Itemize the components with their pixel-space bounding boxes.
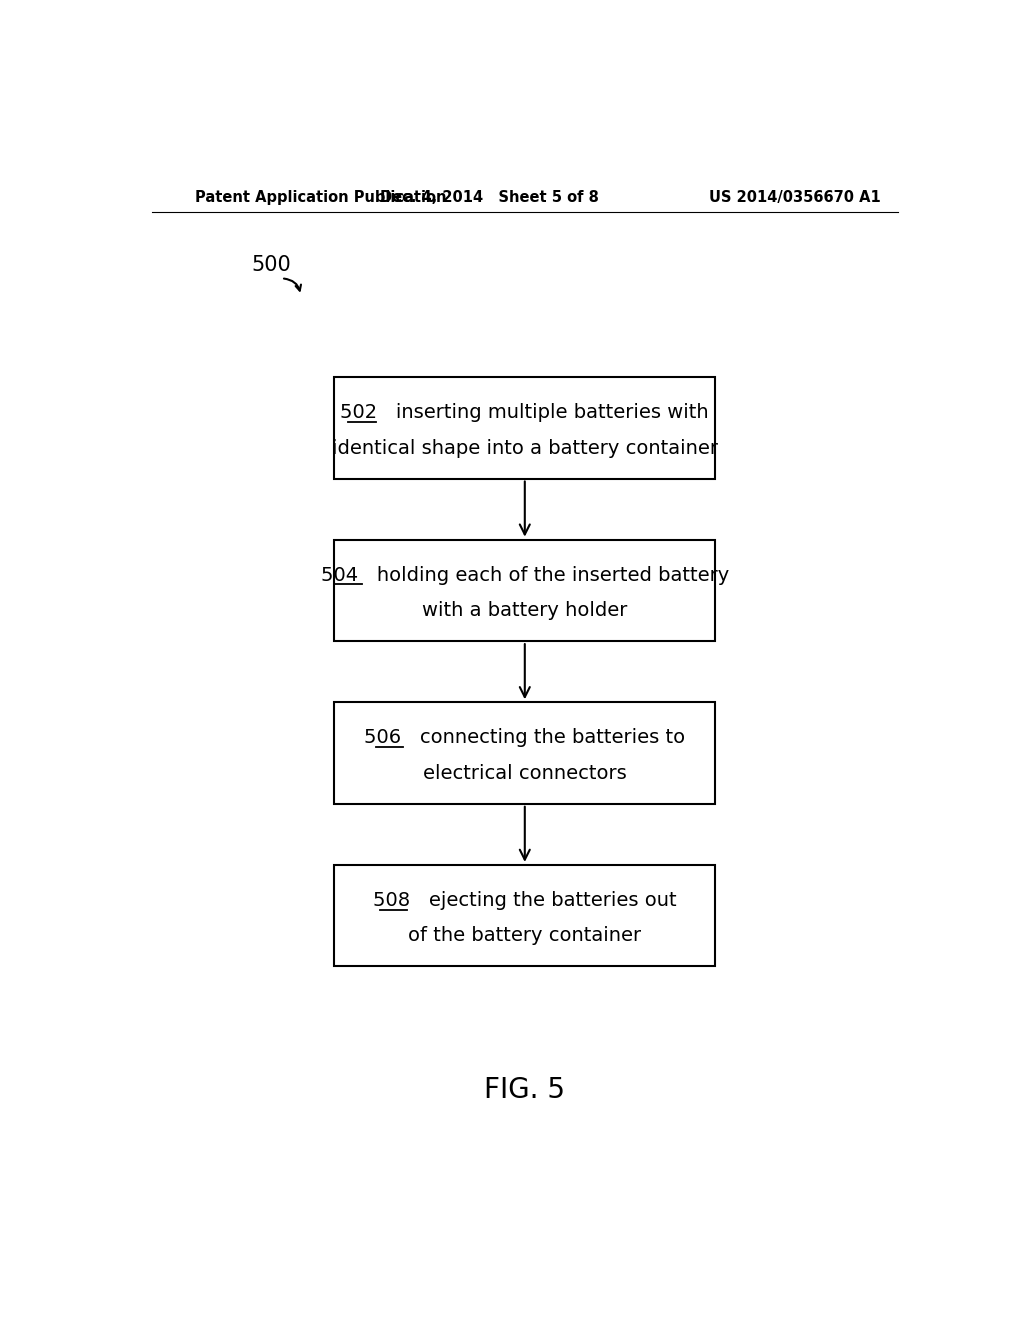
Text: FIG. 5: FIG. 5 bbox=[484, 1076, 565, 1105]
Text: US 2014/0356670 A1: US 2014/0356670 A1 bbox=[709, 190, 881, 205]
Bar bbox=[334, 540, 715, 642]
Bar bbox=[334, 378, 715, 479]
Bar bbox=[334, 702, 715, 804]
Text: 500: 500 bbox=[251, 255, 291, 275]
Bar bbox=[334, 865, 715, 966]
Text: identical shape into a battery container: identical shape into a battery container bbox=[332, 438, 718, 458]
Text: electrical connectors: electrical connectors bbox=[423, 764, 627, 783]
Text: 502   inserting multiple batteries with: 502 inserting multiple batteries with bbox=[341, 403, 709, 422]
Text: 508   ejecting the batteries out: 508 ejecting the batteries out bbox=[373, 891, 677, 909]
Text: with a battery holder: with a battery holder bbox=[422, 601, 628, 620]
Text: of the battery container: of the battery container bbox=[409, 927, 641, 945]
Text: Dec. 4, 2014   Sheet 5 of 8: Dec. 4, 2014 Sheet 5 of 8 bbox=[380, 190, 598, 205]
Text: 506   connecting the batteries to: 506 connecting the batteries to bbox=[365, 729, 685, 747]
Text: 504   holding each of the inserted battery: 504 holding each of the inserted battery bbox=[321, 566, 729, 585]
Text: Patent Application Publication: Patent Application Publication bbox=[196, 190, 446, 205]
